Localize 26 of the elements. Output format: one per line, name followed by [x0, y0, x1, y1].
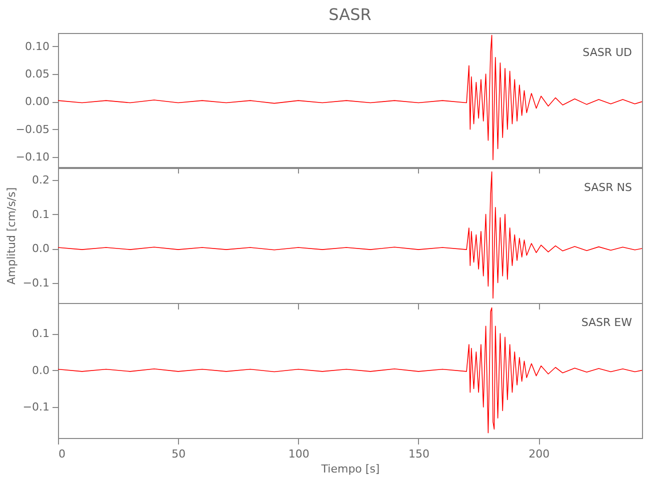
y-tick-label: 0.0: [32, 364, 50, 377]
y-tick-label: 0.00: [25, 95, 50, 108]
annotation: SASR NS: [584, 181, 632, 194]
x-tick-label: 0: [58, 448, 66, 460]
y-tick-label: 0.10: [25, 40, 50, 53]
annotation: SASR UD: [582, 46, 632, 59]
y-tick-label: 0.1: [32, 327, 50, 340]
x-axis-title: Tiempo [s]: [320, 462, 380, 476]
y-tick-label: −0.05: [16, 122, 50, 136]
y-tick-label: −0.10: [16, 150, 50, 164]
line-series: [58, 171, 642, 299]
x-tick-label: 50: [172, 448, 186, 460]
x-tick-label: 200: [528, 448, 550, 460]
y-tick-label: −0.1: [22, 400, 50, 414]
chart-title: SASR: [328, 5, 372, 24]
annotation: SASR EW: [581, 316, 632, 329]
line-series: [58, 34, 642, 160]
y-axis-title: Amplitud [cm/s/s]: [4, 187, 18, 285]
line-series: [58, 307, 642, 434]
y-tick-label: 0.1: [32, 208, 50, 221]
x-tick-label: 150: [408, 448, 430, 460]
x-tick-label: 100: [288, 448, 310, 460]
y-tick-label: 0.05: [25, 67, 50, 80]
y-tick-label: −0.1: [22, 276, 50, 290]
y-tick-label: 0.2: [32, 173, 50, 186]
y-tick-label: 0.0: [32, 242, 50, 256]
